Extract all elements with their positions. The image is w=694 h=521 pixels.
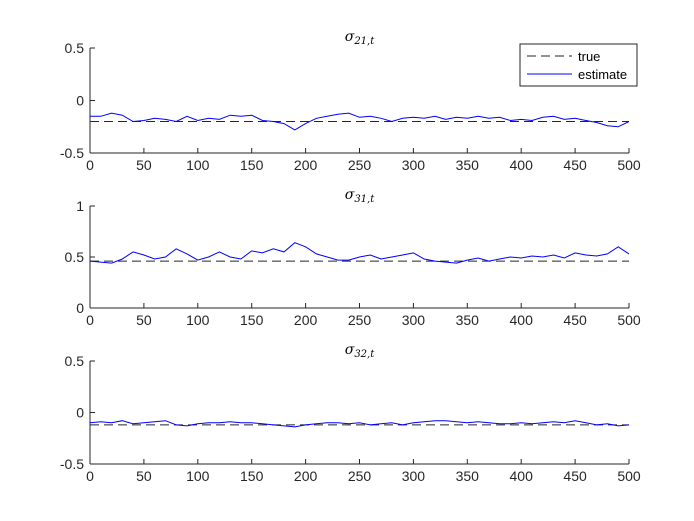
panel-2-x-tick-label: 150 <box>240 312 264 328</box>
panel-1-x-tick-label: 50 <box>136 157 152 173</box>
panel-1-x-tick-label: 500 <box>617 157 641 173</box>
panel-2-title-symbol: σ <box>345 187 355 203</box>
panel-3-title-subscript: 32,t <box>354 349 375 360</box>
panel-3-y-tick-label: 0 <box>76 405 84 421</box>
panel-2-y-tick-label: 0.5 <box>65 249 85 265</box>
panel-2: 0 50 100 150 200 250 300 350 400 450 500 0 0.5 1 σ31,t <box>65 187 641 328</box>
panel-2-title-subscript: 31,t <box>354 194 375 205</box>
panel-3-x-tick-label: 150 <box>240 468 264 484</box>
panel-3-x-tick-label: 50 <box>136 468 152 484</box>
panel-2-x-tick-label: 500 <box>617 312 641 328</box>
legend-estimate-label: estimate <box>578 67 627 82</box>
panel-2-y-tick-label: 1 <box>76 198 84 214</box>
panel-1-x-tick-label: 350 <box>456 157 480 173</box>
panel-2-x-tick-label: 400 <box>510 312 534 328</box>
panel-3-x-tick-label: 350 <box>456 468 480 484</box>
panel-2-y-tick-label: 0 <box>76 300 84 316</box>
panel-1-estimate-line <box>90 112 630 131</box>
panel-2-x-tick-label: 450 <box>563 312 587 328</box>
panel-1-x-tick-label: 300 <box>402 157 426 173</box>
panel-1-x-tick-label: 200 <box>294 157 318 173</box>
panel-3: 0 50 100 150 200 250 300 350 400 450 500-0.500.5σ3… <box>60 342 641 484</box>
panel-2-x-tick-label: 50 <box>136 312 152 328</box>
panel-1-x-tick-label: 250 <box>348 157 372 173</box>
panel-1-y-tick-label: -0.5 <box>60 145 84 161</box>
panel-1-x-tick-label: 450 <box>563 157 587 173</box>
panel-1: 0 50 100 150 200 250 300 350 400 450 500-0.500.5σ2… <box>60 29 641 173</box>
panel-3-x-tick-label: 300 <box>402 468 426 484</box>
panel-3-x-tick-label: 250 <box>348 468 372 484</box>
panel-3-x-tick-label: 400 <box>510 468 534 484</box>
legend: true estimate <box>519 43 638 87</box>
panel-3-x-tick-label: 450 <box>563 468 587 484</box>
panel-3-title-symbol: σ <box>345 342 355 358</box>
panel-2-x-tick-label: 0 <box>86 312 94 328</box>
panel-1-title-symbol: σ <box>345 29 355 45</box>
panel-2-x-tick-label: 250 <box>348 312 372 328</box>
panel-3-estimate-line <box>89 420 630 428</box>
panel-3-y-tick-label: 0.5 <box>65 353 85 369</box>
panel-1-title: σ21,t <box>345 29 375 47</box>
panel-2-x-tick-label: 350 <box>456 312 480 328</box>
panel-2-x-tick-label: 100 <box>186 312 210 328</box>
panel-2-estimate-line <box>89 242 630 264</box>
legend-box <box>519 43 638 87</box>
panel-3-x-tick-label: 500 <box>617 468 641 484</box>
legend-true-label: true <box>578 49 600 64</box>
panel-1-x-tick-label: 100 <box>186 157 210 173</box>
panel-3-x-tick-label: 100 <box>186 468 210 484</box>
panel-3-x-tick-label: 0 <box>86 468 94 484</box>
panel-3-y-tick-label: -0.5 <box>60 456 84 472</box>
panel-2-x-tick-label: 300 <box>402 312 426 328</box>
panel-2-x-tick-label: 200 <box>294 312 318 328</box>
panel-1-y-tick-label: 0.5 <box>65 40 85 56</box>
panel-3-x-tick-label: 200 <box>294 468 318 484</box>
panel-1-x-tick-label: 0 <box>86 157 94 173</box>
panel-1-x-tick-label: 400 <box>510 157 534 173</box>
panel-3-title: σ32,t <box>345 342 375 360</box>
panel-1-title-subscript: 21,t <box>353 36 375 47</box>
panel-1-y-tick-label: 0 <box>76 93 84 109</box>
panel-1-x-tick-label: 150 <box>240 157 264 173</box>
panel-2-title: σ31,t <box>345 187 375 205</box>
